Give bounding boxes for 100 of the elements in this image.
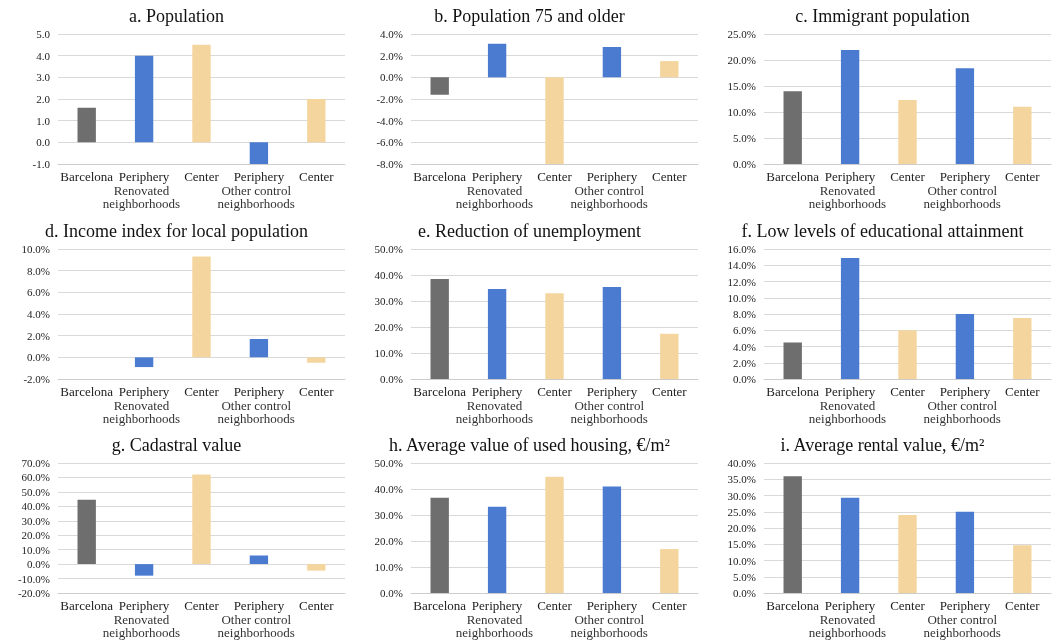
x-tick-label: Center — [651, 598, 688, 614]
y-tick-label: 0.0% — [733, 158, 756, 170]
bar — [602, 486, 622, 594]
x-tick-label: Periphery — [471, 383, 523, 399]
y-tick-label: 30.0% — [374, 294, 403, 307]
text: Renovated neighborhoods — [102, 612, 181, 641]
y-tick-label: 2.0% — [733, 356, 756, 369]
bar — [602, 47, 622, 78]
y-tick-label: 20.0% — [727, 522, 756, 535]
x-tick-label: Periphery — [118, 169, 170, 184]
y-tick-label: -2.0% — [23, 372, 50, 385]
x-tick-label: Periphery — [586, 383, 638, 399]
x-tick-label: Periphery — [471, 169, 523, 184]
y-tick-label: 40.0% — [374, 483, 403, 496]
x-tick-label: Periphery — [233, 598, 285, 614]
text: Other control neighborhoods — [217, 612, 295, 641]
bar — [134, 564, 154, 576]
bar — [307, 356, 326, 363]
chart-title: i. Average rental value, €/m² — [780, 435, 985, 456]
y-tick-label: 0.0% — [27, 350, 50, 363]
y-tick-label: 40.0% — [374, 268, 403, 281]
x-tick-label: Periphery — [233, 383, 285, 399]
y-tick-label: 25.0% — [727, 506, 756, 519]
y-tick-label: 60.0% — [21, 471, 50, 484]
chart-title: d. Income index for local population — [45, 220, 308, 241]
text: Other control neighborhoods — [923, 612, 1001, 641]
bar — [955, 313, 975, 379]
y-tick-label: 40.0% — [727, 457, 756, 470]
text: Renovated neighborhoods — [455, 612, 534, 641]
y-tick-label: 4.0% — [380, 28, 403, 40]
text: Renovated neighborhoods — [808, 612, 887, 641]
text: Renovated neighborhoods — [455, 183, 534, 211]
x-tick-label: Barcelona — [413, 169, 467, 184]
x-tick-label: Periphery — [824, 598, 876, 614]
x-tick-label: Barcelona — [60, 169, 114, 184]
bar — [487, 288, 507, 379]
x-tick-label: Center — [890, 598, 926, 614]
bar — [602, 286, 622, 379]
text: Other control neighborhoods — [570, 183, 648, 211]
bar — [660, 333, 679, 379]
y-tick-label: 20.0% — [374, 535, 403, 548]
y-tick-label: -2.0% — [376, 93, 403, 105]
y-tick-label: 0.0 — [36, 136, 51, 149]
y-tick-label: 12.0% — [727, 275, 756, 288]
y-tick-label: 14.0% — [727, 258, 756, 271]
x-tick-label: Periphery — [471, 598, 523, 614]
y-tick-label: 6.0% — [733, 323, 756, 336]
x-tick-label: Barcelona — [60, 383, 114, 399]
y-tick-label: 8.0% — [733, 307, 756, 320]
bar — [192, 474, 211, 565]
chart-title: f. Low levels of educational attainment — [741, 220, 1024, 241]
y-tick-label: -10.0% — [17, 572, 50, 585]
x-tick-label: Barcelona — [766, 169, 820, 184]
bar — [955, 68, 975, 164]
bar — [307, 99, 326, 143]
bar — [660, 549, 679, 594]
y-tick-label: 30.0% — [374, 509, 403, 522]
y-tick-label: 4.0 — [36, 49, 51, 62]
bar — [134, 55, 154, 143]
y-tick-label: 6.0% — [27, 285, 50, 298]
text: Other control neighborhoods — [570, 612, 648, 641]
x-tick-label: Periphery — [824, 169, 876, 184]
y-tick-label: 70.0% — [21, 457, 50, 470]
y-tick-label: 0.0% — [27, 558, 50, 571]
bar — [307, 564, 326, 571]
bar — [840, 257, 860, 379]
y-tick-label: -1.0 — [32, 158, 51, 170]
y-tick-label: 0.0% — [380, 587, 403, 600]
bar — [783, 342, 802, 379]
x-tick-label: Center — [537, 169, 573, 184]
y-tick-label: 50.0% — [374, 457, 403, 470]
bar — [487, 43, 507, 78]
bar — [545, 477, 564, 594]
bar — [898, 100, 917, 164]
y-tick-label: 0.0% — [733, 372, 756, 385]
x-tick-label: Periphery — [939, 169, 991, 184]
y-tick-label: 0.0% — [380, 71, 403, 84]
y-tick-label: 2.0% — [27, 329, 50, 342]
bar — [1013, 106, 1032, 164]
y-tick-label: 10.0% — [727, 291, 756, 304]
x-tick-label: Barcelona — [413, 383, 467, 399]
x-tick-label: Periphery — [939, 598, 991, 614]
bar — [783, 476, 802, 594]
y-tick-label: 3.0 — [36, 71, 51, 84]
x-tick-label: Center — [537, 383, 573, 399]
y-tick-label: 5.0 — [36, 28, 51, 40]
y-tick-label: 5.0% — [733, 132, 756, 144]
y-tick-label: 0.0% — [380, 372, 403, 385]
bar — [545, 292, 564, 379]
x-tick-label: Center — [298, 169, 335, 184]
x-tick-label: Periphery — [586, 169, 638, 184]
y-tick-label: 15.0% — [727, 538, 756, 551]
bar — [783, 91, 802, 164]
y-tick-label: -8.0% — [376, 158, 403, 170]
x-tick-label: Center — [184, 598, 220, 614]
x-tick-label: Periphery — [118, 383, 170, 399]
y-tick-label: 4.0% — [27, 307, 50, 320]
y-tick-label: 16.0% — [727, 242, 756, 255]
bar — [77, 500, 96, 565]
text: Renovated neighborhoods — [102, 183, 181, 211]
